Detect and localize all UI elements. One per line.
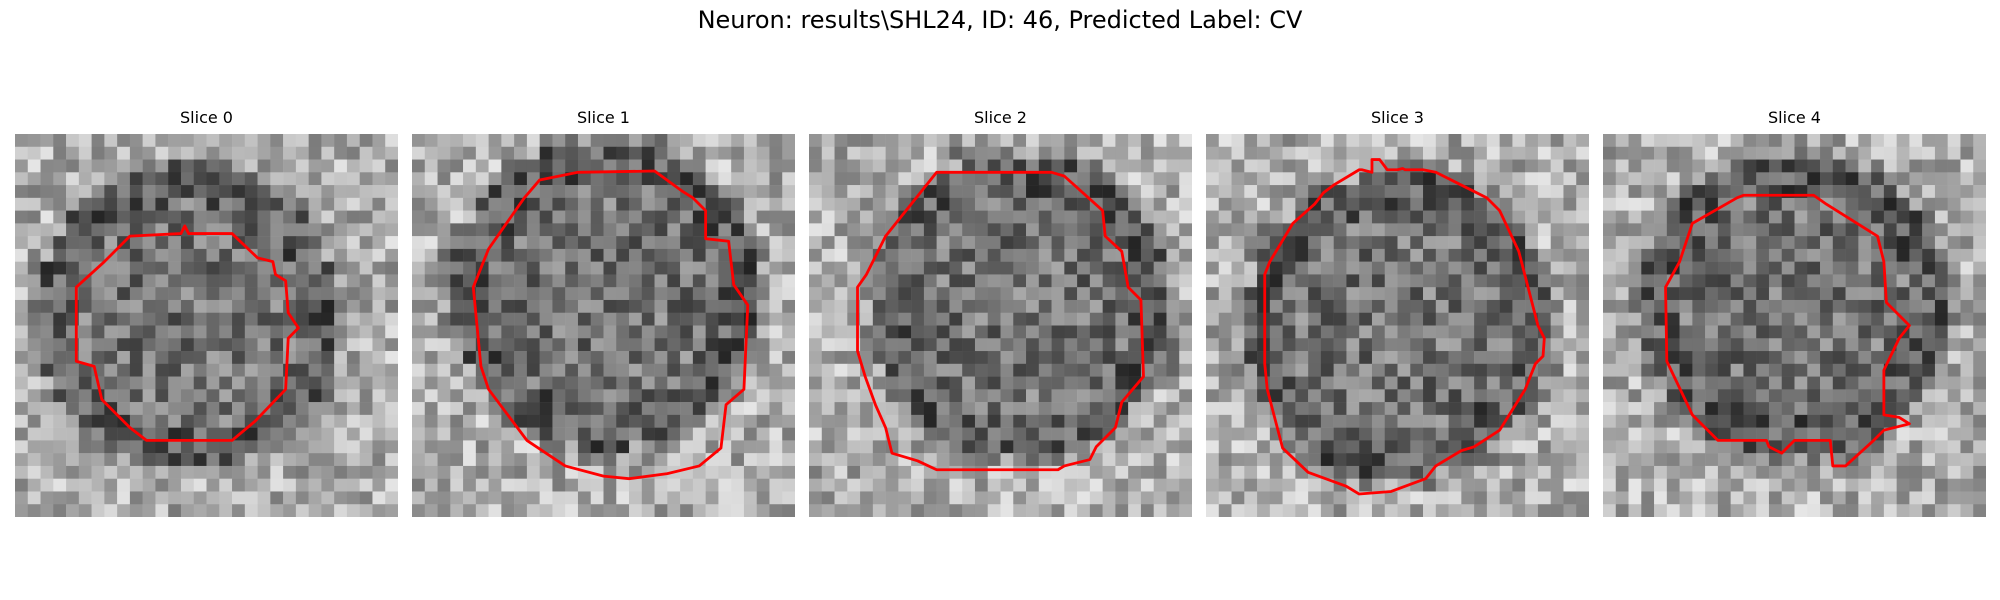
slice-image [15, 134, 398, 517]
slice-title: Slice 2 [974, 108, 1027, 127]
slice-title: Slice 3 [1371, 108, 1424, 127]
slice-title: Slice 4 [1768, 108, 1821, 127]
roi-contour [74, 224, 300, 442]
slice-panel-1: Slice 1 [412, 108, 795, 518]
slice-image [1206, 134, 1589, 517]
roi-contour [1263, 158, 1546, 496]
slice-image [809, 134, 1192, 517]
slice-panel-4: Slice 4 [1603, 108, 1986, 518]
roi-contour [471, 169, 750, 481]
roi-contour [1664, 193, 1911, 468]
slice-image [1603, 134, 1986, 517]
slice-title: Slice 0 [180, 108, 233, 127]
slice-title: Slice 1 [577, 108, 630, 127]
slice-panel-0: Slice 0 [15, 108, 398, 518]
slice-panel-3: Slice 3 [1206, 108, 1589, 518]
figure-title: Neuron: results\SHL24, ID: 46, Predicted… [697, 6, 1303, 34]
slice-panel-2: Slice 2 [809, 108, 1192, 518]
roi-contour [856, 170, 1145, 472]
slice-image [412, 134, 795, 517]
